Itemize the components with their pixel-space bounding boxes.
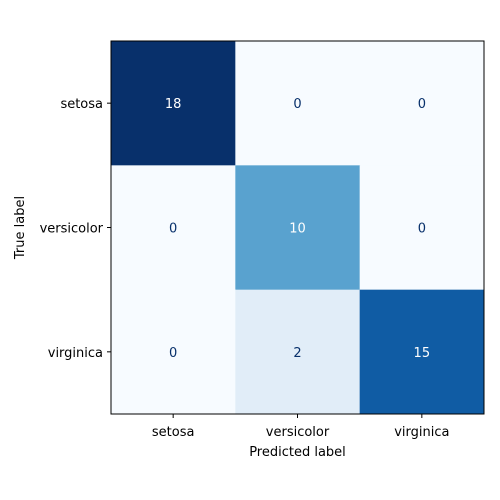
cell-value-label: 10 [289, 222, 306, 237]
y-tick-label: setosa [60, 97, 103, 112]
x-tick-label: virginica [394, 425, 449, 440]
heatmap-cell [111, 289, 236, 415]
heatmap-cell [111, 165, 236, 291]
heatmap-cell [359, 41, 485, 166]
y-tick-label: versicolor [40, 222, 104, 237]
cell-value-label: 0 [293, 97, 301, 112]
x-axis-label: Predicted label [249, 445, 346, 460]
heatmap-cell [235, 289, 361, 415]
cell-value-label: 18 [165, 97, 182, 112]
heatmap-cell-labels: 18 0 0 0 10 0 0 2 15 [165, 97, 430, 361]
heatmap-cells [111, 41, 485, 415]
x-tick-label: versicolor [266, 425, 330, 440]
cell-value-label: 0 [418, 97, 426, 112]
x-tick-label: setosa [152, 425, 195, 440]
cell-value-label: 15 [414, 346, 431, 361]
heatmap-cell [235, 41, 361, 166]
cell-value-label: 2 [293, 346, 301, 361]
cell-value-label: 0 [169, 346, 177, 361]
heatmap-cell [111, 41, 236, 166]
cell-value-label: 0 [169, 222, 177, 237]
x-axis-ticks: setosa versicolor virginica [152, 414, 449, 440]
heatmap-cell [235, 165, 361, 291]
y-tick-label: virginica [48, 346, 103, 361]
y-axis-label: True label [13, 196, 28, 260]
y-axis-ticks: setosa versicolor virginica [40, 97, 111, 361]
cell-value-label: 0 [418, 222, 426, 237]
heatmap-cell [359, 165, 485, 291]
heatmap-cell [359, 289, 485, 415]
